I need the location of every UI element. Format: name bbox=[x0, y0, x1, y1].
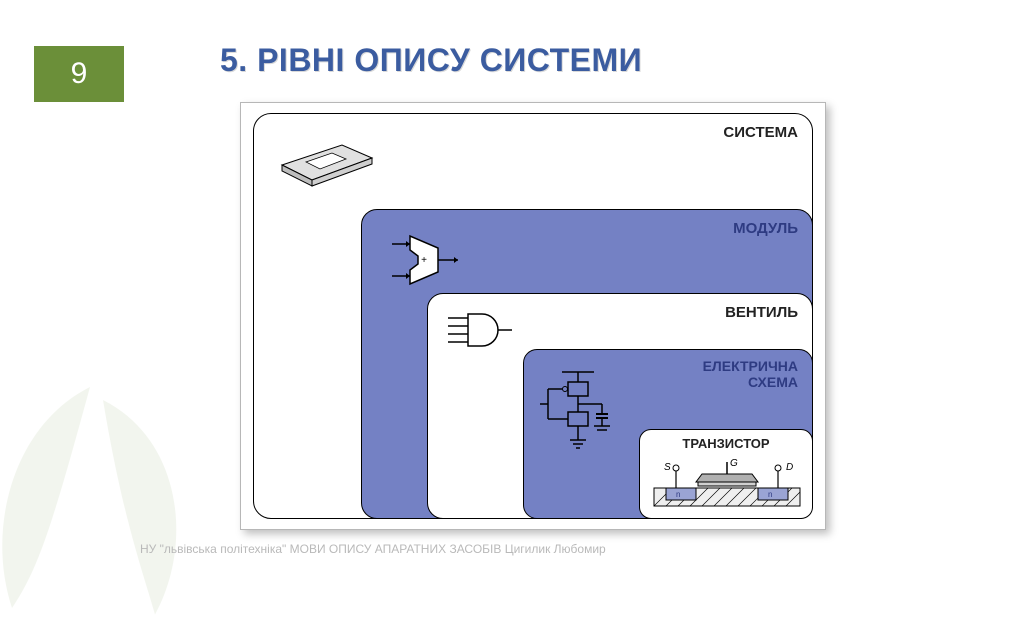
terminal-d: D bbox=[786, 462, 793, 473]
slide-title: 5. РІВНІ ОПИСУ СИСТЕМИ bbox=[220, 42, 642, 79]
slide-number-badge: 9 bbox=[34, 46, 124, 102]
mosfet-icon: S G D n n bbox=[648, 454, 806, 512]
terminal-g: G bbox=[730, 458, 738, 469]
cmos-circuit-icon bbox=[534, 366, 614, 462]
layer-gate-label: ВЕНТИЛЬ bbox=[725, 304, 798, 321]
layer-circuit-label: ЕЛЕКТРИЧНА СХЕМА bbox=[678, 358, 798, 390]
and-gate-icon bbox=[442, 308, 514, 352]
diagram-frame: СИСТЕМА МОДУЛЬ + ВЕНТИЛЬ bbox=[240, 102, 826, 530]
slide-number: 9 bbox=[71, 57, 88, 91]
svg-text:+: + bbox=[421, 255, 427, 266]
slide-footer: НУ "львівська політехніка" МОВИ ОПИСУ АП… bbox=[140, 542, 606, 556]
layer-transistor: ТРАНЗИСТОР bbox=[639, 429, 813, 519]
svg-text:n: n bbox=[676, 490, 680, 499]
leaf-decoration bbox=[0, 374, 220, 634]
layer-system-label: СИСТЕМА bbox=[723, 124, 798, 141]
layer-transistor-label: ТРАНЗИСТОР bbox=[640, 436, 812, 451]
layer-module-label: МОДУЛЬ bbox=[733, 220, 798, 237]
terminal-s: S bbox=[664, 462, 671, 473]
alu-icon: + bbox=[388, 232, 462, 288]
svg-text:n: n bbox=[768, 490, 772, 499]
system-board-icon bbox=[272, 130, 382, 188]
